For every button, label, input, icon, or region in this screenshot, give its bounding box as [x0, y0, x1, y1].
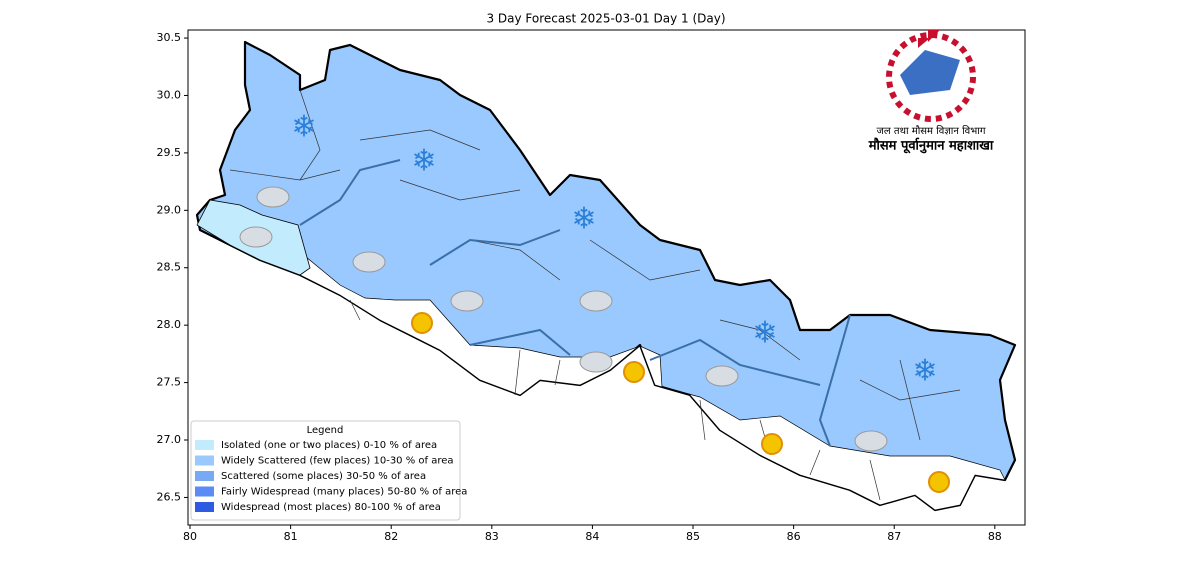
x-tick-label: 80: [183, 530, 197, 543]
y-tick-label: 27.5: [157, 376, 182, 389]
legend-swatch: [195, 455, 214, 466]
y-tick-label: 26.5: [157, 490, 182, 503]
x-tick-label: 87: [887, 530, 901, 543]
legend-label: Widespread (most places) 80-100 % of are…: [221, 502, 441, 513]
y-tick-label: 29.0: [157, 203, 182, 216]
legend-label: Isolated (one or two places) 0-10 % of a…: [221, 440, 437, 451]
y-tick-label: 28.0: [157, 318, 182, 331]
svg-text:❄: ❄: [752, 316, 777, 351]
logo-line2: मौसम पूर्वानुमान महाशाखा: [868, 138, 994, 154]
map-title: 3 Day Forecast 2025-03-01 Day 1 (Day): [486, 12, 725, 26]
weather-icons: ❄ ❄ ❄ ❄ ❄: [291, 110, 937, 389]
legend-title: Legend: [307, 425, 344, 436]
x-tick-label: 86: [787, 530, 801, 543]
y-tick-label: 29.5: [157, 146, 182, 159]
legend-label: Fairly Widespread (many places) 50-80 % …: [221, 487, 467, 498]
x-tick-label: 83: [485, 530, 499, 543]
y-tick-label: 30.5: [157, 31, 182, 44]
svg-text:❄: ❄: [411, 144, 436, 179]
svg-text:❄: ❄: [571, 202, 596, 237]
sun-icons: [411, 312, 950, 493]
storm-icons: [239, 186, 888, 452]
province-lines: [299, 159, 851, 447]
x-tick-label: 85: [686, 530, 700, 543]
legend-swatch: [195, 486, 214, 497]
y-tick-label: 30.0: [157, 88, 182, 101]
legend-swatch: [195, 471, 214, 481]
x-tick-label: 81: [284, 530, 298, 543]
district-lines: [229, 89, 961, 501]
legend-swatch: [195, 440, 214, 450]
logo: [886, 30, 976, 122]
legend-label: Widely Scattered (few places) 10-30 % of…: [221, 456, 454, 467]
svg-text:❄: ❄: [291, 110, 316, 145]
y-tick-label: 28.5: [157, 261, 182, 274]
legend-box: [190, 420, 461, 521]
x-tick-label: 88: [988, 530, 1002, 543]
x-tick-label: 84: [585, 530, 599, 543]
legend-swatch: [195, 502, 214, 512]
y-tick-label: 27.0: [157, 433, 182, 446]
x-tick-label: 82: [384, 530, 398, 543]
legend-label: Scattered (some places) 30-50 % of area: [221, 471, 426, 482]
svg-text:❄: ❄: [912, 354, 937, 389]
logo-line1: जल तथा मौसम विज्ञान विभाग: [876, 125, 985, 137]
